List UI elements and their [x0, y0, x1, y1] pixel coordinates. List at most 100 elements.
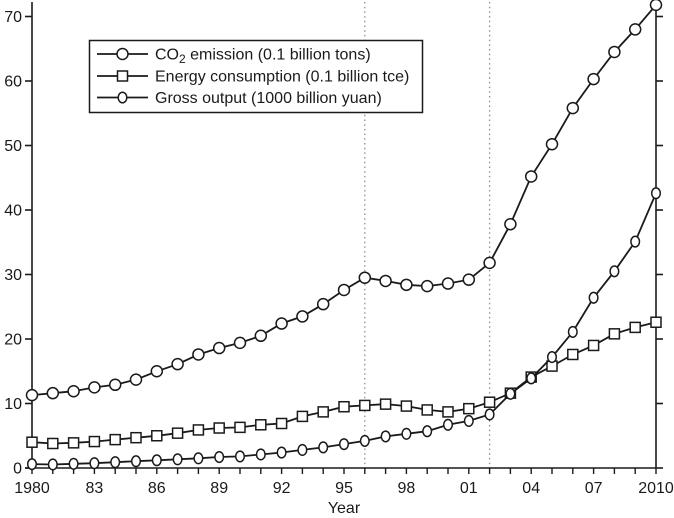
x-tick-label: 01 — [460, 480, 478, 497]
marker-co2-emission — [129, 373, 143, 386]
y-tick-label: 40 — [4, 203, 22, 220]
marker-gross-output — [110, 456, 121, 469]
marker-co2-emission — [379, 274, 392, 288]
marker-co2-emission — [587, 72, 600, 86]
marker-co2-emission — [608, 45, 621, 59]
marker-energy-consumption — [213, 422, 225, 434]
marker-energy-consumption — [567, 348, 579, 361]
marker-energy-consumption — [629, 321, 641, 334]
y-tick-label: 70 — [4, 9, 22, 26]
marker-gross-output — [338, 438, 350, 451]
marker-gross-output — [588, 291, 599, 304]
x-tick-label: 92 — [273, 480, 291, 497]
marker-energy-consumption — [171, 427, 184, 439]
marker-gross-output — [234, 450, 246, 463]
marker-co2-emission — [254, 329, 268, 343]
marker-co2-emission — [171, 357, 184, 371]
marker-co2-emission — [649, 0, 663, 12]
marker-gross-output — [463, 414, 474, 427]
legend-symbol-marker-co2-emission — [116, 47, 129, 61]
x-tick-label: 1980 — [14, 480, 50, 497]
marker-energy-consumption — [442, 406, 454, 418]
marker-gross-output — [380, 430, 391, 443]
marker-gross-output — [193, 452, 204, 465]
marker-co2-emission — [483, 256, 496, 270]
y-tick-label: 20 — [4, 332, 22, 349]
marker-co2-emission — [441, 277, 455, 290]
marker-co2-emission — [212, 341, 226, 355]
marker-gross-output — [130, 455, 142, 468]
marker-co2-emission — [233, 336, 247, 350]
marker-energy-consumption — [151, 430, 163, 442]
marker-co2-emission — [67, 384, 80, 398]
marker-energy-consumption — [109, 433, 121, 446]
marker-co2-emission — [108, 378, 122, 392]
marker-gross-output — [276, 446, 287, 459]
marker-gross-output — [546, 351, 558, 364]
marker-co2-emission — [316, 297, 330, 311]
marker-gross-output — [47, 458, 58, 471]
marker-gross-output — [214, 450, 225, 464]
marker-co2-emission — [25, 388, 39, 402]
marker-co2-emission — [46, 386, 60, 400]
marker-co2-emission — [545, 137, 559, 151]
marker-gross-output — [401, 427, 412, 440]
marker-co2-emission — [275, 317, 288, 330]
marker-gross-output — [151, 454, 162, 467]
marker-energy-consumption — [483, 396, 496, 408]
marker-co2-emission — [504, 217, 517, 231]
marker-gross-output — [442, 418, 454, 431]
x-tick-label: 04 — [522, 480, 540, 497]
legend-symbol-marker-gross-output — [117, 91, 128, 104]
x-tick-label: 07 — [585, 480, 603, 497]
marker-gross-output — [630, 235, 641, 248]
marker-energy-consumption — [26, 436, 38, 448]
marker-energy-consumption — [650, 316, 662, 328]
marker-co2-emission — [462, 273, 476, 286]
marker-co2-emission — [150, 365, 164, 378]
y-tick-label: 50 — [4, 138, 22, 155]
marker-gross-output — [505, 387, 516, 400]
marker-co2-emission — [192, 348, 205, 361]
x-tick-label: 2010 — [638, 480, 674, 497]
legend-label-gross-output: Gross output (1000 billion yuan) — [155, 90, 382, 107]
marker-energy-consumption — [255, 419, 267, 431]
marker-energy-consumption — [275, 417, 288, 430]
marker-gross-output — [609, 265, 620, 278]
marker-gross-output — [567, 325, 578, 338]
marker-energy-consumption — [400, 400, 413, 412]
marker-energy-consumption — [608, 328, 621, 340]
marker-energy-consumption — [192, 424, 205, 436]
x-tick-label: 95 — [335, 480, 353, 497]
x-tick-label: 86 — [148, 480, 166, 497]
marker-energy-consumption — [463, 402, 475, 415]
marker-gross-output — [255, 448, 266, 461]
marker-co2-emission — [420, 279, 434, 293]
marker-gross-output — [650, 187, 662, 200]
marker-co2-emission — [628, 23, 642, 36]
marker-energy-consumption — [234, 421, 246, 434]
y-tick-label: 10 — [4, 396, 22, 413]
y-tick-label: 30 — [4, 267, 22, 284]
marker-gross-output — [422, 425, 433, 438]
y-tick-label: 60 — [4, 74, 22, 91]
marker-gross-output — [68, 457, 79, 470]
marker-gross-output — [89, 457, 100, 470]
marker-energy-consumption — [587, 339, 600, 352]
marker-energy-consumption — [421, 404, 433, 416]
marker-energy-consumption — [88, 435, 101, 448]
x-tick-label: 89 — [210, 480, 228, 497]
marker-co2-emission — [88, 381, 101, 394]
marker-co2-emission — [358, 271, 372, 284]
marker-energy-consumption — [296, 410, 309, 423]
marker-co2-emission — [524, 170, 538, 183]
marker-gross-output — [297, 443, 308, 456]
marker-co2-emission — [337, 283, 351, 297]
x-tick-label: 83 — [86, 480, 104, 497]
marker-co2-emission — [296, 310, 309, 323]
marker-energy-consumption — [130, 431, 142, 444]
marker-gross-output — [359, 434, 370, 447]
marker-gross-output — [526, 372, 537, 385]
